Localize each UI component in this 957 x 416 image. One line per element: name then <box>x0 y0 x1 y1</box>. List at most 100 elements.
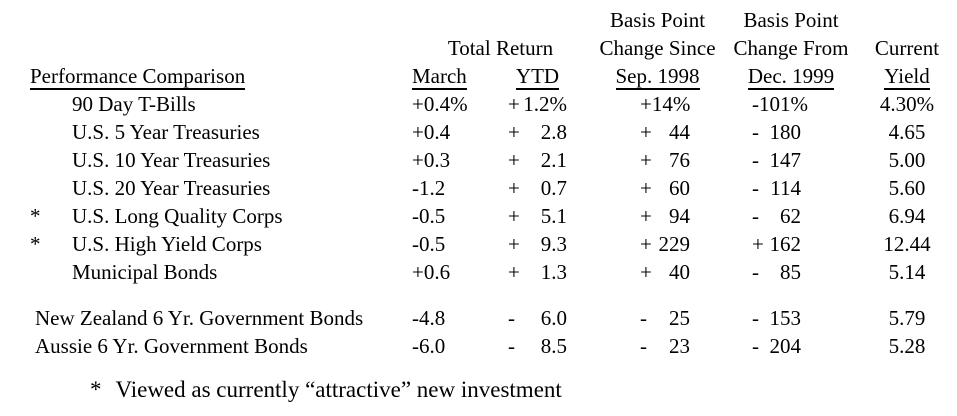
value-number: 5.1 <box>540 204 567 228</box>
row-label-cell: Municipal Bonds <box>30 258 405 286</box>
value-number: 0.7 <box>540 176 567 200</box>
basis-point-from-header-line2: Change From <box>730 34 849 62</box>
row-label-cell: * U.S. High Yield Corps <box>30 230 405 258</box>
value-sign: - <box>752 148 759 172</box>
value-sign: - <box>752 334 759 358</box>
current-yield-value: 12.44 <box>883 232 931 256</box>
header-text: Change From <box>733 36 849 60</box>
table-row: U.S. 10 Year Treasuries +0.3 + 2.1 + 76 … <box>30 146 957 174</box>
table-row: Aussie 6 Yr. Government Bonds -6.0 - 8.5… <box>30 332 957 360</box>
bp-change-since-sep1998-value: + 14% <box>610 90 705 118</box>
ytd-return-value: + 1.3 <box>495 258 580 286</box>
total-return-group-header: Total Return <box>405 34 580 62</box>
march-return-value: -0.5 <box>412 232 446 256</box>
ytd-column-heading: YTD <box>495 62 580 90</box>
value-number: 85 <box>780 260 801 284</box>
value-sign: + <box>508 260 520 284</box>
march-return-value: +0.4% <box>412 92 468 116</box>
value-sign: + <box>640 92 652 116</box>
value-sign: - <box>752 92 759 116</box>
march-return-value: +0.4 <box>412 120 451 144</box>
table-row: U.S. 20 Year Treasuries -1.2 + 0.7 + 60 … <box>30 174 957 202</box>
current-yield-value: 4.65 <box>888 120 926 144</box>
value-number: 6.0 <box>540 306 567 330</box>
row-label: U.S. 20 Year Treasuries <box>72 176 271 200</box>
table-row: * U.S. High Yield Corps -0.5 + 9.3 + 229… <box>30 230 957 258</box>
header-text: Current <box>874 36 940 60</box>
value-number: 14% <box>651 92 691 116</box>
header-text: Change Since <box>599 36 716 60</box>
bp-change-from-dec1999-value: + 162 <box>730 230 820 258</box>
table-row: New Zealand 6 Yr. Government Bonds -4.8 … <box>30 304 957 332</box>
footnote: * Viewed as currently “attractive” new in… <box>30 376 957 404</box>
row-label: U.S. 10 Year Treasuries <box>72 148 271 172</box>
basis-point-from-header-line1: Basis Point <box>730 6 838 34</box>
value-number: 44 <box>669 120 690 144</box>
value-sign: + <box>640 204 652 228</box>
value-number: 94 <box>669 204 690 228</box>
value-number: 229 <box>658 232 691 256</box>
value-sign: + <box>508 204 520 228</box>
spacer-cell <box>30 6 405 34</box>
ytd-return-value: + 9.3 <box>495 230 580 258</box>
header-text: Total Return <box>447 36 554 60</box>
march-return-value: -0.5 <box>412 204 446 228</box>
row-label-cell: U.S. 20 Year Treasuries <box>30 174 405 202</box>
value-sign: + <box>508 176 520 200</box>
value-number: 62 <box>780 204 801 228</box>
row-label-cell: 90 Day T-Bills <box>30 90 405 118</box>
value-number: 114 <box>770 176 801 200</box>
row-label-cell: U.S. 5 Year Treasuries <box>30 118 405 146</box>
ytd-return-value: + 2.8 <box>495 118 580 146</box>
spacer-cell <box>405 6 490 34</box>
bp-change-since-sep1998-value: + 40 <box>610 258 705 286</box>
value-number: 162 <box>769 232 802 256</box>
march-return-value: -1.2 <box>412 176 446 200</box>
attractive-marker: * <box>30 204 41 228</box>
value-sign: - <box>508 306 515 330</box>
row-label-cell: U.S. 10 Year Treasuries <box>30 146 405 174</box>
bp-change-from-dec1999-value: - 62 <box>730 202 820 230</box>
ytd-return-value: + 0.7 <box>495 174 580 202</box>
basis-point-since-header-line1: Basis Point <box>610 6 705 34</box>
value-sign: - <box>752 306 759 330</box>
bp-change-since-sep1998-value: + 229 <box>610 230 705 258</box>
header-row-1: Basis Point Basis Point <box>30 6 957 34</box>
footnote-asterisk: * <box>90 377 102 402</box>
value-number: 147 <box>769 148 802 172</box>
value-sign: - <box>752 260 759 284</box>
header-text: YTD <box>515 64 560 90</box>
current-yield-value: 5.60 <box>888 176 926 200</box>
value-sign: - <box>752 120 759 144</box>
value-number: 23 <box>669 334 690 358</box>
current-yield-value: 5.28 <box>888 334 926 358</box>
row-label: 90 Day T-Bills <box>72 92 196 116</box>
march-return-value: -6.0 <box>412 334 446 358</box>
attractive-marker: * <box>30 232 41 256</box>
bp-change-since-sep1998-value: + 60 <box>610 174 705 202</box>
bp-change-since-sep1998-value: + 44 <box>610 118 705 146</box>
row-label-cell: Aussie 6 Yr. Government Bonds <box>30 332 405 360</box>
value-sign: + <box>640 120 652 144</box>
current-yield-value: 5.79 <box>888 306 926 330</box>
value-sign: - <box>640 306 647 330</box>
table-row: 90 Day T-Bills +0.4% + 1.2% + 14% - 101%… <box>30 90 957 118</box>
header-text: Dec. 1999 <box>747 64 835 90</box>
value-sign: + <box>640 176 652 200</box>
bp-change-since-sep1998-value: - 25 <box>610 304 705 332</box>
bp-change-since-sep1998-value: - 23 <box>610 332 705 360</box>
table-row: Municipal Bonds +0.6 + 1.3 + 40 - 85 5.1… <box>30 258 957 286</box>
march-return-value: -4.8 <box>412 306 446 330</box>
march-return-value: +0.3 <box>412 148 451 172</box>
value-sign: - <box>752 176 759 200</box>
yield-column-heading: Yield <box>857 62 957 90</box>
value-number: 76 <box>669 148 690 172</box>
current-yield-value: 5.14 <box>888 260 926 284</box>
value-sign: - <box>640 334 647 358</box>
bp-change-from-dec1999-value: - 180 <box>730 118 820 146</box>
spacer-cell <box>30 34 405 62</box>
value-number: 153 <box>769 306 802 330</box>
footnote-text: Viewed as currently “attractive” new inv… <box>115 377 562 402</box>
spacer-cell <box>495 6 580 34</box>
